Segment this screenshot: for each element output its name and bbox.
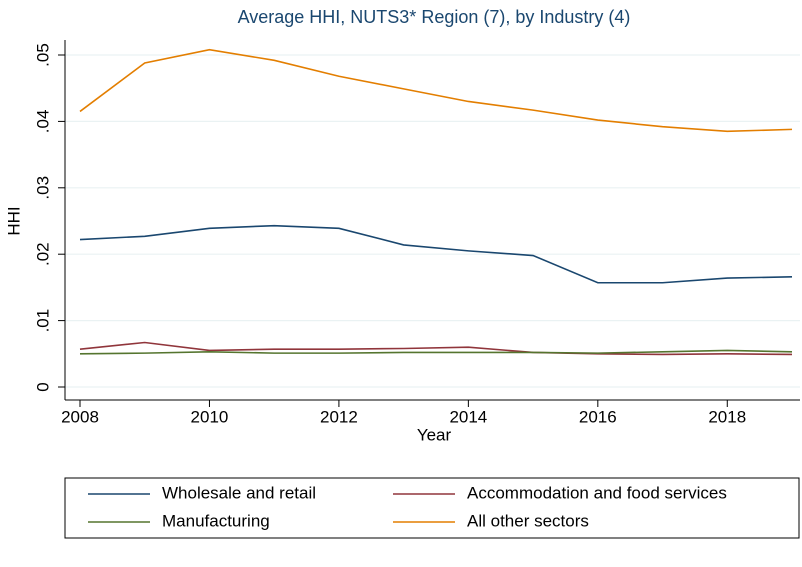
y-tick-label: .04 [33,110,52,134]
x-axis-label: Year [417,425,452,444]
legend-label: Manufacturing [162,511,270,530]
x-tick-label: 2018 [708,407,746,426]
x-tick-label: 2012 [320,407,358,426]
x-tick-label: 2008 [61,407,99,426]
series-line [79,349,793,355]
series-line [79,341,793,356]
x-tick-label: 2010 [191,407,229,426]
chart-title: Average HHI, NUTS3* Region (7), by Indus… [238,7,631,27]
legend-box [64,477,800,539]
legend-label: Wholesale and retail [162,483,316,502]
y-tick-label: .01 [33,309,52,333]
x-tick-label: 2016 [579,407,617,426]
y-tick-label: .05 [33,43,52,67]
legend-label: All other sectors [467,511,589,530]
y-axis-label: HHI [4,206,23,235]
x-tick-label: 2014 [449,407,487,426]
y-tick-label: .03 [33,176,52,200]
y-tick-label: 0 [33,382,52,391]
y-tick-label: .02 [33,242,52,266]
series-line [79,224,793,284]
series-line [79,48,793,133]
legend-label: Accommodation and food services [467,483,727,502]
